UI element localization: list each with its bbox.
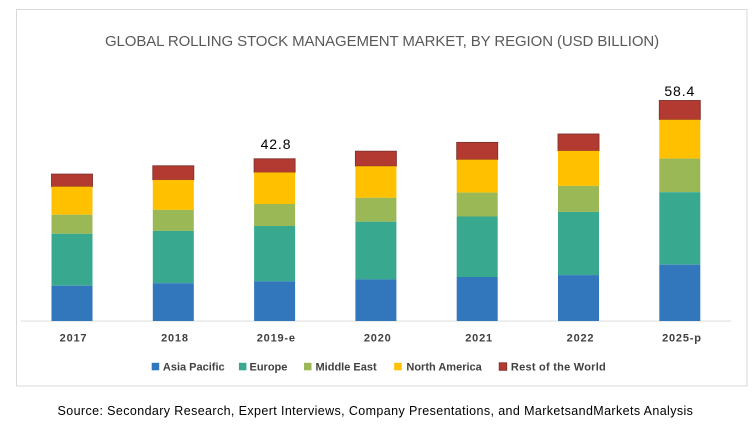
svg-text:2018: 2018	[161, 333, 189, 345]
svg-text:58.4: 58.4	[664, 83, 695, 99]
svg-text:GLOBAL ROLLING STOCK MANAGEMEN: GLOBAL ROLLING STOCK MANAGEMENT MARKET, …	[105, 33, 659, 50]
svg-text:Source: Secondary Research, Ex: Source: Secondary Research, Expert Inter…	[58, 404, 694, 418]
svg-text:2025-p: 2025-p	[662, 333, 702, 345]
svg-text:42.8: 42.8	[261, 136, 292, 152]
svg-text:2020: 2020	[364, 333, 392, 345]
svg-text:North America: North America	[406, 362, 482, 374]
svg-text:2017: 2017	[60, 333, 88, 345]
svg-text:Rest of the World: Rest of the World	[511, 362, 606, 374]
svg-text:2021: 2021	[465, 333, 493, 345]
svg-text:2022: 2022	[567, 333, 595, 345]
svg-text:Asia Pacific: Asia Pacific	[163, 362, 225, 374]
svg-text:Europe: Europe	[250, 362, 288, 374]
svg-text:2019-e: 2019-e	[257, 333, 296, 345]
svg-text:Middle East: Middle East	[316, 362, 377, 374]
